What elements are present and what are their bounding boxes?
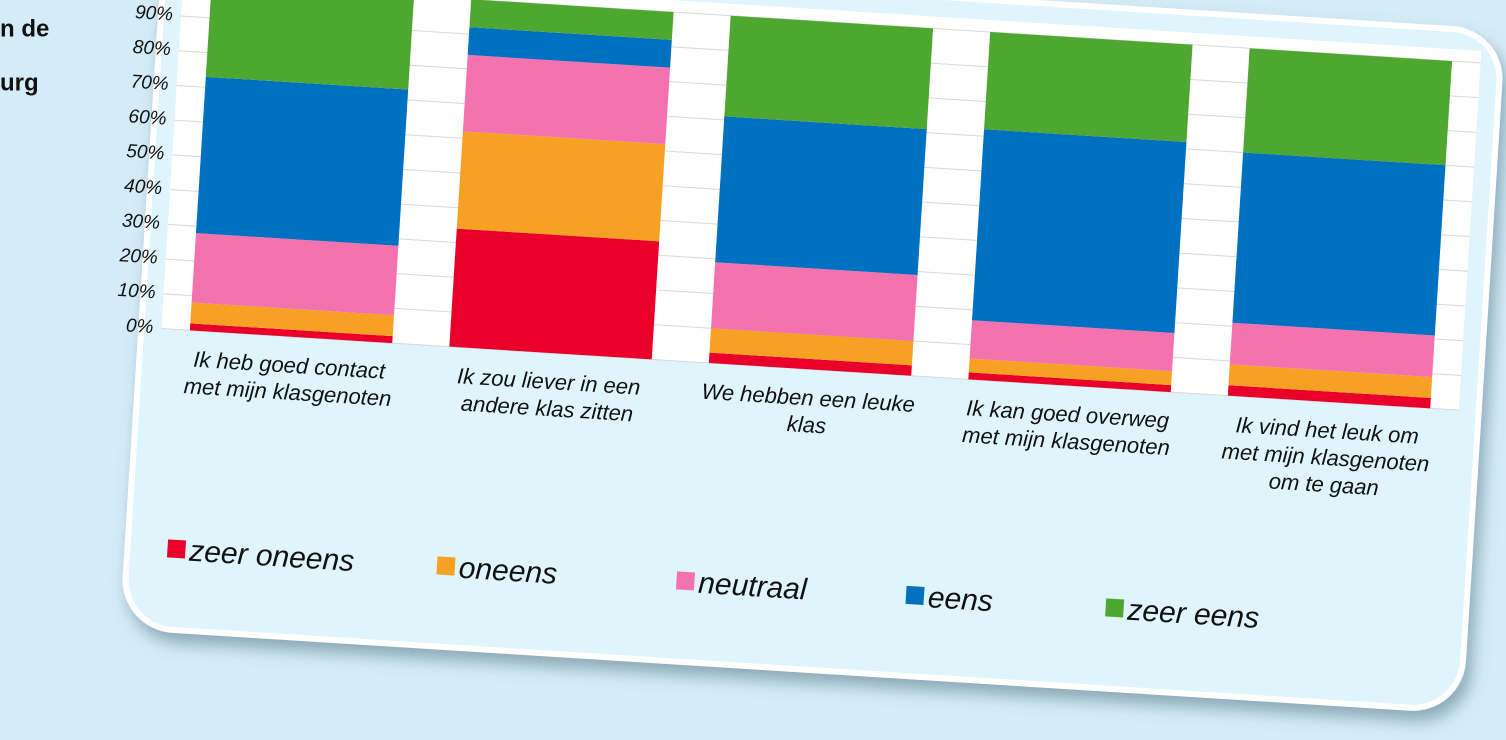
bar-segment	[972, 129, 1187, 334]
legend-label: neutraal	[697, 567, 809, 607]
bar-segment	[190, 302, 394, 337]
legend-label: oneens	[458, 552, 558, 591]
bar-segment	[968, 372, 1172, 393]
bar-segment	[449, 228, 660, 360]
legend-label: eens	[927, 581, 994, 618]
y-tick-label: 20%	[118, 245, 158, 268]
y-tick-label: 50%	[126, 141, 165, 164]
bar-segment	[191, 233, 399, 316]
y-tick-label: 90%	[134, 2, 173, 25]
bar-segment	[715, 116, 927, 276]
side-text: n de	[0, 15, 49, 42]
legend-swatch	[436, 556, 456, 576]
bar-segment	[462, 54, 671, 145]
bar-segment	[456, 131, 666, 242]
bar-segment	[189, 323, 393, 344]
legend-swatch	[1105, 598, 1125, 618]
bar-segment	[1227, 385, 1431, 409]
bar-segment	[984, 32, 1193, 142]
y-tick-label: 40%	[123, 176, 162, 199]
bar-segment	[1243, 48, 1453, 166]
bar-segment	[968, 358, 1173, 386]
legend-swatch	[905, 585, 925, 605]
bar-segment	[969, 320, 1175, 372]
bar-segment	[1228, 364, 1433, 398]
bar-segment	[1232, 152, 1446, 336]
bar-segment	[205, 0, 415, 90]
bar-segment	[708, 352, 912, 376]
y-tick-label: 70%	[130, 72, 169, 95]
bar-segment	[195, 76, 409, 246]
bar-segment	[711, 262, 918, 342]
y-tick-label: 10%	[117, 280, 156, 303]
legend-swatch	[166, 539, 187, 559]
bar-segment	[469, 0, 674, 40]
y-tick-label: 0%	[125, 315, 154, 338]
bar-segment	[709, 328, 914, 366]
y-tick-label: 80%	[132, 37, 171, 60]
side-text: urg	[0, 69, 39, 96]
bar-segment	[724, 15, 934, 130]
bar-segment	[467, 27, 672, 68]
y-tick-label: 60%	[128, 106, 167, 129]
card: 0%10%20%30%40%50%60%70%80%90%100%Ik heb …	[117, 0, 1503, 711]
y-tick-label: 30%	[121, 211, 160, 234]
bar-segment	[1229, 322, 1435, 378]
legend-swatch	[675, 571, 696, 591]
